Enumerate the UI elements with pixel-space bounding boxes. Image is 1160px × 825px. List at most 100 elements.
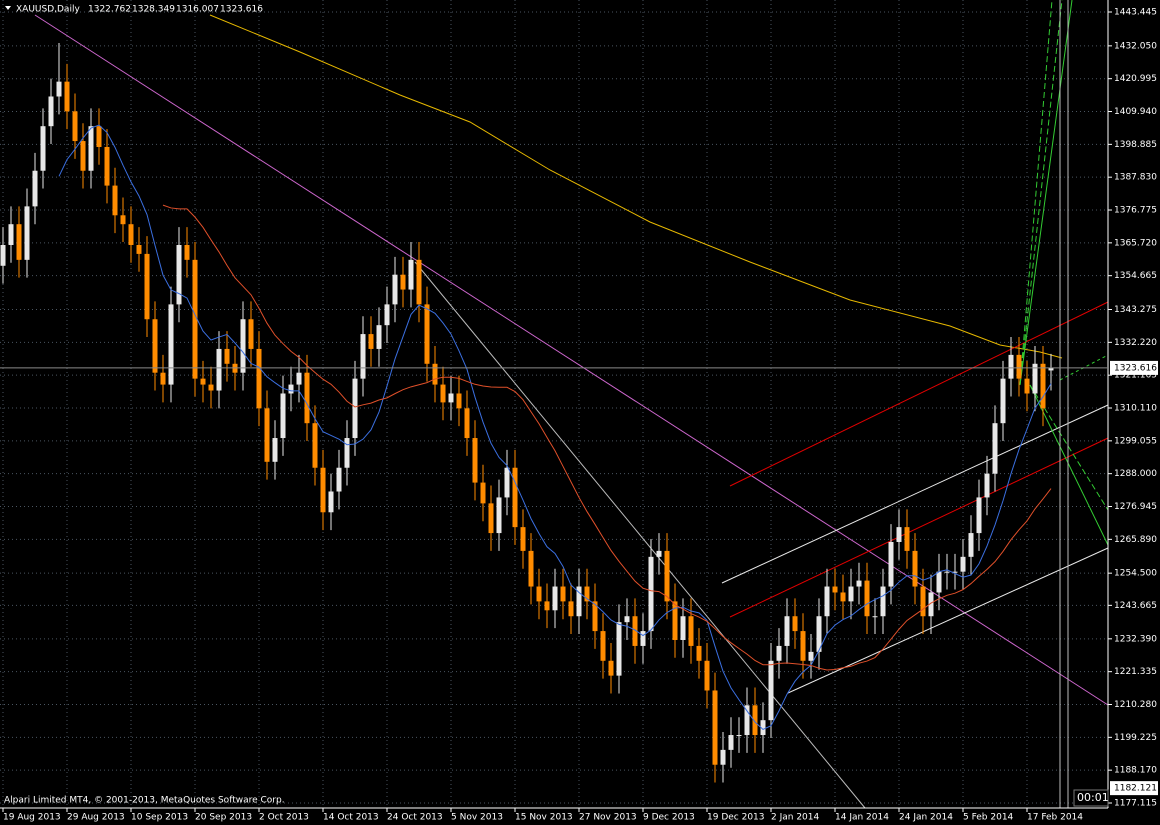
candle-body [480, 482, 486, 504]
candle-body [1008, 354, 1014, 379]
candle-body [224, 348, 230, 364]
candle-body [352, 378, 358, 439]
y-tick-label: 1188.170 [1114, 766, 1157, 776]
candle-body [1040, 363, 1046, 409]
candle-body [984, 473, 990, 498]
candle-body [472, 438, 478, 483]
candle-body [64, 81, 70, 112]
candle-body [968, 533, 974, 557]
candle-body [720, 749, 726, 765]
candle-body [792, 616, 798, 632]
candle-body [616, 622, 622, 676]
candle-body [176, 244, 182, 305]
moving-average-200 [209, 14, 1063, 359]
candle-body [272, 438, 278, 462]
y-tick-label: 1332.220 [1114, 338, 1157, 348]
marker-label: 1182.121 [1114, 784, 1157, 794]
candle-body [824, 586, 830, 617]
candle-body [96, 126, 102, 147]
candle-body [592, 601, 598, 632]
candle-body [464, 408, 470, 439]
candle-body [16, 224, 22, 260]
candle-body [200, 378, 206, 385]
y-tick-label: 1210.280 [1114, 700, 1157, 710]
y-tick-label: 1443.445 [1114, 8, 1157, 18]
y-tick-label: 1376.775 [1114, 206, 1157, 216]
candle-body [416, 259, 422, 305]
candle-body [248, 319, 254, 349]
y-tick-label: 1299.055 [1114, 436, 1157, 446]
candle-body [712, 690, 718, 765]
candle-body [168, 304, 174, 385]
candle-body [336, 467, 342, 492]
price-label-box [1110, 360, 1158, 375]
candle-body [216, 348, 222, 391]
timer-box [1073, 789, 1109, 807]
candle-body [568, 601, 574, 617]
candle-body [552, 586, 558, 611]
candle-body [88, 126, 94, 171]
menu-icon[interactable] [5, 6, 11, 10]
candle-body [776, 645, 782, 661]
candle-body [488, 503, 494, 534]
candle-body [888, 541, 894, 587]
low-value: 1316.007 [176, 5, 219, 15]
candle-body [264, 408, 270, 462]
candle-body [1016, 354, 1022, 379]
y-tick-label: 1365.720 [1114, 238, 1157, 248]
fan-line [1019, 0, 1063, 386]
x-tick-label: 27 Nov 2013 [579, 813, 637, 823]
candle-body [104, 146, 110, 186]
x-tick-label: 5 Feb 2014 [963, 813, 1014, 823]
candle-body [1048, 367, 1054, 371]
trendline [34, 14, 1109, 706]
candle-body [896, 527, 902, 542]
price-label: 1323.616 [1114, 363, 1157, 373]
candle-body [640, 631, 646, 646]
y-tick-label: 1243.665 [1114, 601, 1157, 611]
candle-body [904, 527, 910, 551]
high-value: 1328.349 [132, 5, 175, 15]
y-tick-label: 1321.165 [1114, 371, 1157, 381]
candle-body [432, 363, 438, 385]
candle-body [376, 325, 382, 349]
candle-body [808, 651, 814, 661]
candles [0, 43, 1054, 783]
candle-body [424, 304, 430, 364]
candle-body [360, 334, 366, 379]
x-tick-label: 5 Nov 2013 [451, 813, 503, 823]
x-tick-label: 19 Dec 2013 [707, 813, 765, 823]
timer: 00:01 [1077, 791, 1109, 804]
candle-body [944, 571, 950, 573]
channel-line [721, 404, 1109, 584]
candle-body [448, 393, 454, 403]
copyright: Alpari Limited MT4, © 2001-2013, MetaQuo… [4, 796, 285, 806]
candle-body [632, 616, 638, 646]
candle-body [304, 372, 310, 424]
y-tick-label: 1354.665 [1114, 271, 1157, 281]
x-tick-label: 24 Oct 2013 [387, 813, 443, 823]
candle-body [504, 467, 510, 498]
x-tick-label: 20 Sep 2013 [195, 813, 252, 823]
x-tick-label: 19 Aug 2013 [3, 813, 61, 823]
candle-body [688, 616, 694, 646]
candle-body [880, 586, 886, 617]
x-tick-label: 10 Sep 2013 [131, 813, 188, 823]
y-tick-label: 1232.390 [1114, 634, 1157, 644]
marker-box [1110, 781, 1158, 796]
candle-body [128, 224, 134, 245]
candle-body [704, 660, 710, 691]
candle-body [456, 393, 462, 409]
x-tick-label: 9 Dec 2013 [643, 813, 695, 823]
fan-line [1019, 0, 1073, 386]
candle-body [936, 571, 942, 593]
candle-body [768, 660, 774, 721]
x-tick-label: 15 Nov 2013 [515, 813, 573, 823]
candle-body [152, 319, 158, 373]
fan-line [1019, 0, 1053, 386]
moving-average [162, 204, 1052, 671]
y-tick-label: 1420.995 [1114, 74, 1157, 84]
y-tick-label: 1177.115 [1114, 798, 1157, 808]
candle-body [696, 645, 702, 661]
